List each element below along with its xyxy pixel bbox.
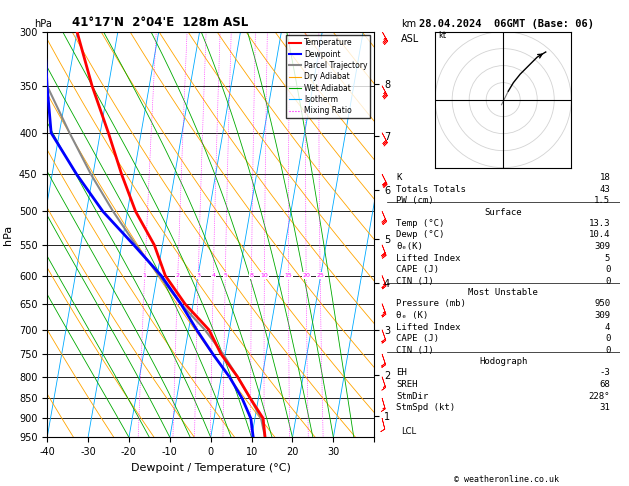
Text: Temp (°C): Temp (°C) xyxy=(396,219,445,228)
Legend: Temperature, Dewpoint, Parcel Trajectory, Dry Adiabat, Wet Adiabat, Isotherm, Mi: Temperature, Dewpoint, Parcel Trajectory… xyxy=(286,35,370,118)
Text: 1: 1 xyxy=(143,273,147,278)
Text: kt: kt xyxy=(438,32,447,40)
Text: Totals Totals: Totals Totals xyxy=(396,185,466,194)
Text: CAPE (J): CAPE (J) xyxy=(396,334,439,343)
Text: 309: 309 xyxy=(594,311,610,320)
Text: 28.04.2024  06GMT (Base: 06): 28.04.2024 06GMT (Base: 06) xyxy=(419,19,594,29)
Text: 13.3: 13.3 xyxy=(589,219,610,228)
Text: km: km xyxy=(401,19,416,29)
Text: ASL: ASL xyxy=(401,34,419,44)
Text: 0: 0 xyxy=(605,334,610,343)
Text: 950: 950 xyxy=(594,299,610,309)
Text: 0: 0 xyxy=(605,277,610,286)
Text: CIN (J): CIN (J) xyxy=(396,277,434,286)
Text: 1.5: 1.5 xyxy=(594,196,610,205)
Text: 228°: 228° xyxy=(589,392,610,400)
Text: 0: 0 xyxy=(605,346,610,355)
Text: K: K xyxy=(396,173,401,182)
Text: 68: 68 xyxy=(599,380,610,389)
Text: CIN (J): CIN (J) xyxy=(396,346,434,355)
Text: Dewp (°C): Dewp (°C) xyxy=(396,230,445,240)
Text: 25: 25 xyxy=(316,273,324,278)
Text: hPa: hPa xyxy=(35,19,52,29)
Text: Lifted Index: Lifted Index xyxy=(396,254,460,262)
Text: -3: -3 xyxy=(599,368,610,378)
Text: 0: 0 xyxy=(605,265,610,274)
Text: θₑ (K): θₑ (K) xyxy=(396,311,428,320)
Text: 20: 20 xyxy=(302,273,310,278)
Text: PW (cm): PW (cm) xyxy=(396,196,434,205)
Text: EH: EH xyxy=(396,368,407,378)
Text: 2: 2 xyxy=(175,273,180,278)
Text: 3: 3 xyxy=(196,273,200,278)
Text: 43: 43 xyxy=(599,185,610,194)
Text: θₑ(K): θₑ(K) xyxy=(396,242,423,251)
Text: LCL: LCL xyxy=(401,427,416,436)
Text: 4: 4 xyxy=(605,323,610,331)
Text: 5: 5 xyxy=(605,254,610,262)
Y-axis label: hPa: hPa xyxy=(3,225,13,244)
Text: 8: 8 xyxy=(250,273,253,278)
Text: SREH: SREH xyxy=(396,380,418,389)
Text: 18: 18 xyxy=(599,173,610,182)
Text: 309: 309 xyxy=(594,242,610,251)
Text: 15: 15 xyxy=(284,273,292,278)
Text: Hodograph: Hodograph xyxy=(479,357,527,366)
Text: 5: 5 xyxy=(223,273,227,278)
Text: CAPE (J): CAPE (J) xyxy=(396,265,439,274)
Text: 10.4: 10.4 xyxy=(589,230,610,240)
X-axis label: Dewpoint / Temperature (°C): Dewpoint / Temperature (°C) xyxy=(131,463,291,473)
Text: 4: 4 xyxy=(211,273,215,278)
Text: 41°17'N  2°04'E  128m ASL: 41°17'N 2°04'E 128m ASL xyxy=(72,16,248,29)
Text: StmSpd (kt): StmSpd (kt) xyxy=(396,403,455,412)
Text: 31: 31 xyxy=(599,403,610,412)
Text: StmDir: StmDir xyxy=(396,392,428,400)
Text: Most Unstable: Most Unstable xyxy=(468,288,538,297)
Text: Surface: Surface xyxy=(484,208,522,217)
Text: © weatheronline.co.uk: © weatheronline.co.uk xyxy=(454,474,559,484)
Text: 10: 10 xyxy=(260,273,268,278)
Text: Pressure (mb): Pressure (mb) xyxy=(396,299,466,309)
Text: Lifted Index: Lifted Index xyxy=(396,323,460,331)
